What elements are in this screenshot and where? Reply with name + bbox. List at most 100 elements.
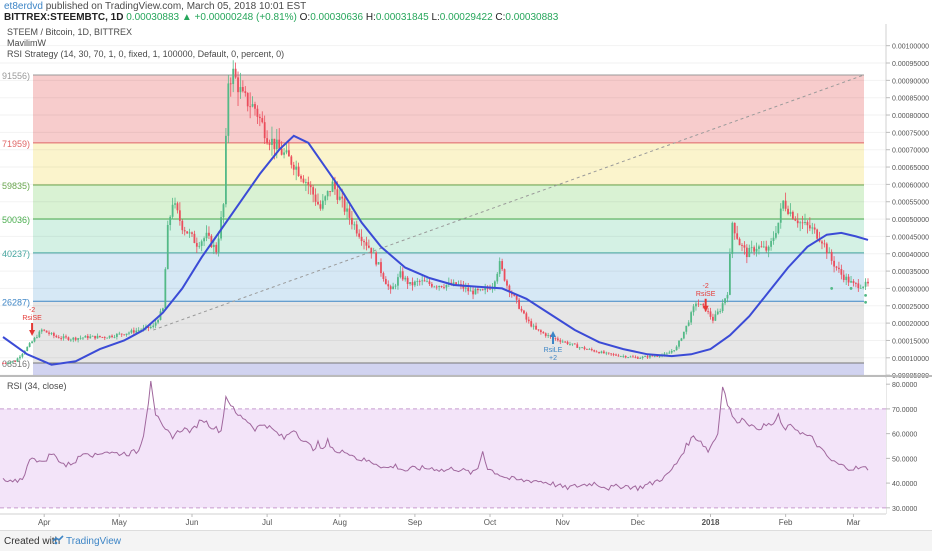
price-axis-label: 0.00045000 — [892, 234, 929, 241]
candle-body — [174, 203, 176, 205]
candle-body — [486, 288, 489, 289]
candle-body — [358, 233, 361, 237]
tradingview-link[interactable]: TradingView — [66, 536, 122, 547]
chart-canvas[interactable]: 91556) 71959) 59835) 50036) 40237) 26287) 0851… — [0, 24, 932, 530]
candle-body — [251, 104, 254, 107]
candle-body — [331, 181, 334, 192]
candle-body — [370, 247, 373, 254]
candle-body — [547, 335, 550, 336]
candle-body — [36, 337, 38, 339]
candle-body — [842, 274, 845, 281]
candle-body — [578, 347, 581, 349]
price-axis-label: 0.00080000 — [892, 113, 929, 120]
price-change: +0.00000248 (+0.81%) — [194, 12, 297, 23]
candle-body — [770, 240, 772, 247]
candle-body — [225, 135, 227, 205]
candle-body — [171, 204, 174, 217]
fib-band — [33, 184, 864, 219]
author-link[interactable]: et8erdvd — [4, 1, 43, 12]
candle-body — [244, 91, 247, 93]
candle-body — [128, 332, 130, 334]
candle-body — [45, 330, 48, 333]
candle-body — [302, 178, 305, 183]
candle-body — [166, 224, 169, 270]
candle-body — [84, 335, 87, 338]
candle-body — [86, 335, 89, 339]
candle-body — [777, 222, 780, 234]
candle-body — [590, 349, 593, 351]
price-axis-label: 0.00070000 — [892, 148, 929, 155]
rsi-legend: RSI (34, close) — [7, 381, 67, 391]
legend-symbol: STEEM / Bitcoin, 1D, BITTREX — [7, 27, 132, 37]
candle-body — [692, 306, 695, 313]
candle-body — [48, 332, 50, 334]
candle-body — [523, 310, 525, 314]
price-axis-label: 0.00025000 — [892, 304, 929, 311]
candle-body — [28, 343, 31, 347]
candle-body — [205, 232, 208, 239]
candle-body — [796, 220, 799, 224]
high-value: 0.00031845 — [375, 12, 429, 23]
candle-body — [825, 243, 828, 254]
rsi-axis-label: 40.0000 — [892, 481, 917, 488]
candle-body — [360, 236, 363, 242]
high-label: H: — [365, 12, 376, 23]
candle-body — [663, 353, 666, 355]
close-label: C: — [495, 12, 506, 23]
candle-body — [285, 150, 288, 153]
candle-body — [542, 332, 545, 334]
candle-body — [750, 247, 753, 249]
price-axis-label: 0.00020000 — [892, 321, 929, 328]
price-axis-label: 0.00095000 — [892, 61, 929, 68]
candle-body — [348, 208, 351, 218]
fib-band — [33, 74, 864, 143]
fib-retracement: 91556) 71959) 59835) 50036) 40237) 26287) 0851… — [2, 71, 864, 376]
candle-body — [2, 362, 4, 364]
candle-body — [321, 200, 324, 209]
candle-body — [823, 243, 826, 245]
rsi-axis-label: 60.0000 — [892, 432, 917, 439]
candle-body — [561, 341, 564, 343]
candle-body — [838, 267, 840, 270]
candle-body — [854, 283, 857, 284]
legend-indicator: MavilimW — [7, 38, 46, 48]
candle-body — [288, 150, 290, 157]
candle-body — [460, 284, 462, 285]
candle-body — [164, 269, 167, 309]
low-value: 0.00029422 — [439, 12, 493, 23]
candle-body — [101, 337, 104, 338]
candle-body — [469, 290, 472, 292]
rsi-axis[interactable]: 80.0000 70.0000 60.0000 50.0000 40.0000 30.00… — [886, 382, 917, 513]
candle-body — [365, 242, 368, 246]
candle-body — [438, 285, 441, 288]
candle-body — [421, 280, 424, 282]
candle-body — [123, 334, 126, 336]
candle-body — [343, 198, 346, 212]
candle-body — [569, 344, 571, 345]
candle-body — [212, 244, 215, 248]
candle-body — [418, 281, 421, 282]
signal-dot — [864, 293, 867, 297]
candle-body — [169, 216, 172, 225]
candle-body — [273, 138, 276, 150]
price-axis[interactable]: 0.00100000 0.00095000 0.00090000 0.00085000… — [886, 44, 929, 380]
time-axis[interactable]: Apr May Jun Jul Aug Sep Oct Nov Dec 2018 Feb Mar — [38, 514, 861, 527]
candle-body — [135, 330, 138, 333]
candle-body — [188, 232, 191, 234]
price-axis-label: 0.00030000 — [892, 286, 929, 293]
candle-body — [741, 245, 743, 246]
candle-body — [16, 358, 19, 362]
fib-band — [33, 218, 864, 253]
candlestick-series — [2, 60, 869, 365]
candle-body — [602, 351, 605, 354]
candle-body — [254, 104, 256, 109]
candle-body — [113, 336, 116, 338]
tradingview-logo-icon[interactable] — [52, 534, 64, 549]
candle-body — [813, 227, 816, 230]
candle-body — [634, 356, 637, 358]
candle-body — [779, 208, 782, 223]
candle-body — [753, 247, 756, 252]
candle-body — [290, 156, 293, 165]
candle-body — [496, 273, 499, 282]
